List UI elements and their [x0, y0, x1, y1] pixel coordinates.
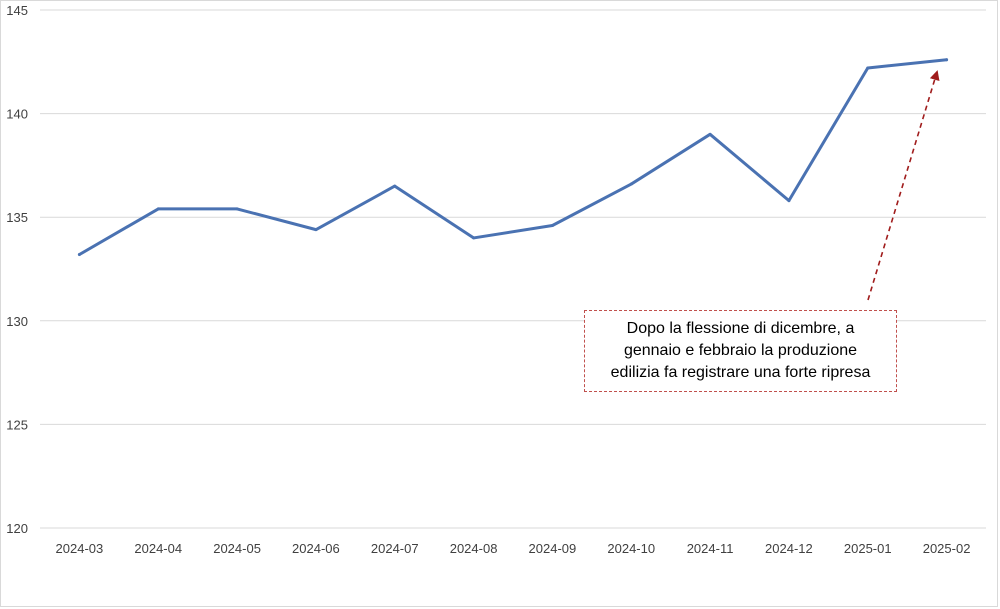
x-tick-label: 2025-02: [923, 541, 971, 556]
x-tick-label: 2024-07: [371, 541, 419, 556]
y-axis-ticks: 120 125 130 135 140 145: [6, 3, 28, 536]
x-axis-ticks: 2024-03 2024-04 2024-05 2024-06 2024-07 2024-…: [56, 541, 971, 556]
data-point: [629, 182, 633, 186]
x-tick-label: 2024-10: [607, 541, 655, 556]
y-tick-label: 125: [6, 417, 28, 432]
x-tick-label: 2024-04: [134, 541, 182, 556]
y-tick-label: 140: [6, 107, 28, 122]
data-point: [235, 207, 239, 211]
data-point: [945, 58, 949, 62]
x-tick-label: 2024-03: [56, 541, 104, 556]
x-tick-label: 2024-11: [687, 541, 734, 556]
series-line: [77, 58, 949, 256]
data-point: [393, 184, 397, 188]
x-tick-label: 2024-12: [765, 541, 813, 556]
x-tick-label: 2024-05: [213, 541, 261, 556]
gridlines: [40, 9, 986, 529]
x-tick-label: 2024-06: [292, 541, 340, 556]
y-tick-label: 135: [6, 210, 28, 225]
series-layer: [77, 58, 949, 256]
x-tick-label: 2024-08: [450, 541, 498, 556]
x-tick-label: 2024-09: [529, 541, 577, 556]
data-point: [156, 207, 160, 211]
data-point: [314, 228, 318, 232]
annotation-arrow: [867, 70, 940, 301]
y-tick-label: 145: [6, 3, 28, 18]
data-point: [866, 66, 870, 70]
annotation-box: Dopo la flessione di dicembre, a gennaio…: [584, 310, 897, 392]
data-point: [472, 236, 476, 240]
data-point: [708, 132, 712, 136]
x-tick-label: 2025-01: [844, 541, 892, 556]
data-point: [77, 252, 81, 256]
y-tick-label: 130: [6, 314, 28, 329]
y-tick-label: 120: [6, 521, 28, 536]
data-point: [787, 199, 791, 203]
annotation-text: Dopo la flessione di dicembre, a gennaio…: [610, 320, 871, 381]
data-point: [550, 223, 554, 227]
